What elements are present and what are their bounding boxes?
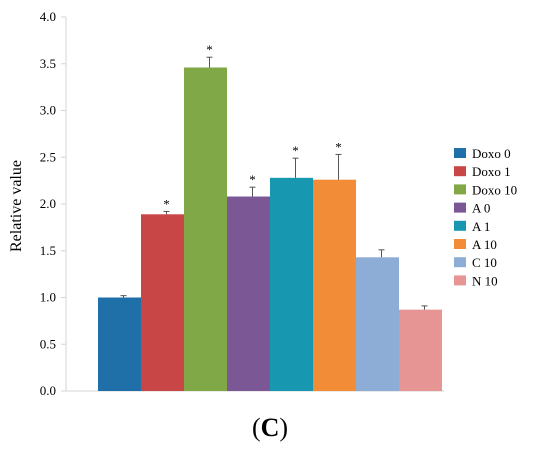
- y-tick-label: 0.5: [40, 336, 56, 351]
- y-tick-label: 2.5: [40, 149, 56, 164]
- legend-swatch: [454, 148, 466, 158]
- significance-marker: *: [335, 139, 342, 154]
- figure-caption: (C): [252, 413, 288, 442]
- y-axis-label: Relative value: [8, 160, 25, 252]
- bar: [270, 177, 313, 391]
- legend-label: Doxo 10: [472, 182, 517, 197]
- bar: [399, 309, 442, 391]
- caption-letter: C: [261, 413, 280, 442]
- bar: [184, 67, 227, 392]
- bar: [313, 179, 356, 391]
- significance-marker: *: [292, 143, 299, 158]
- significance-marker: *: [206, 42, 213, 57]
- caption-open: (: [252, 413, 261, 442]
- legend-swatch: [454, 257, 466, 268]
- y-tick-label: 4.0: [40, 9, 56, 24]
- legend-swatch: [454, 202, 466, 213]
- legend-swatch: [454, 166, 466, 177]
- y-tick-label: 0.0: [40, 383, 56, 398]
- bars: * * * * *: [98, 42, 442, 392]
- legend-swatch: [454, 239, 466, 249]
- bar: [227, 196, 270, 391]
- y-tick-label: 3.0: [40, 103, 56, 118]
- significance-marker: *: [249, 172, 256, 187]
- significance-marker: *: [163, 196, 170, 211]
- bar: [356, 257, 399, 391]
- y-tick-label: 3.5: [40, 56, 56, 71]
- legend-swatch: [454, 184, 466, 195]
- caption-close: ): [279, 413, 288, 442]
- legend-label: A 1: [472, 219, 490, 234]
- legend-swatch: [454, 275, 466, 286]
- legend-label: Doxo 1: [472, 164, 511, 179]
- y-tick-label: 2.0: [40, 196, 56, 211]
- legend-label: A 10: [472, 237, 497, 252]
- legend-label: N 10: [472, 273, 498, 288]
- legend-swatch: [454, 220, 466, 231]
- legend-label: Doxo 0: [472, 146, 511, 161]
- legend: Doxo 0 Doxo 1 Doxo 10 A 0 A 1 A 10 C 10 N 10: [454, 146, 517, 288]
- bar: [141, 214, 184, 391]
- legend-label: C 10: [472, 255, 497, 270]
- y-tick-label: 1.0: [40, 290, 56, 305]
- bar: [98, 297, 141, 391]
- legend-label: A 0: [472, 201, 490, 216]
- y-tick-label: 1.5: [40, 243, 56, 258]
